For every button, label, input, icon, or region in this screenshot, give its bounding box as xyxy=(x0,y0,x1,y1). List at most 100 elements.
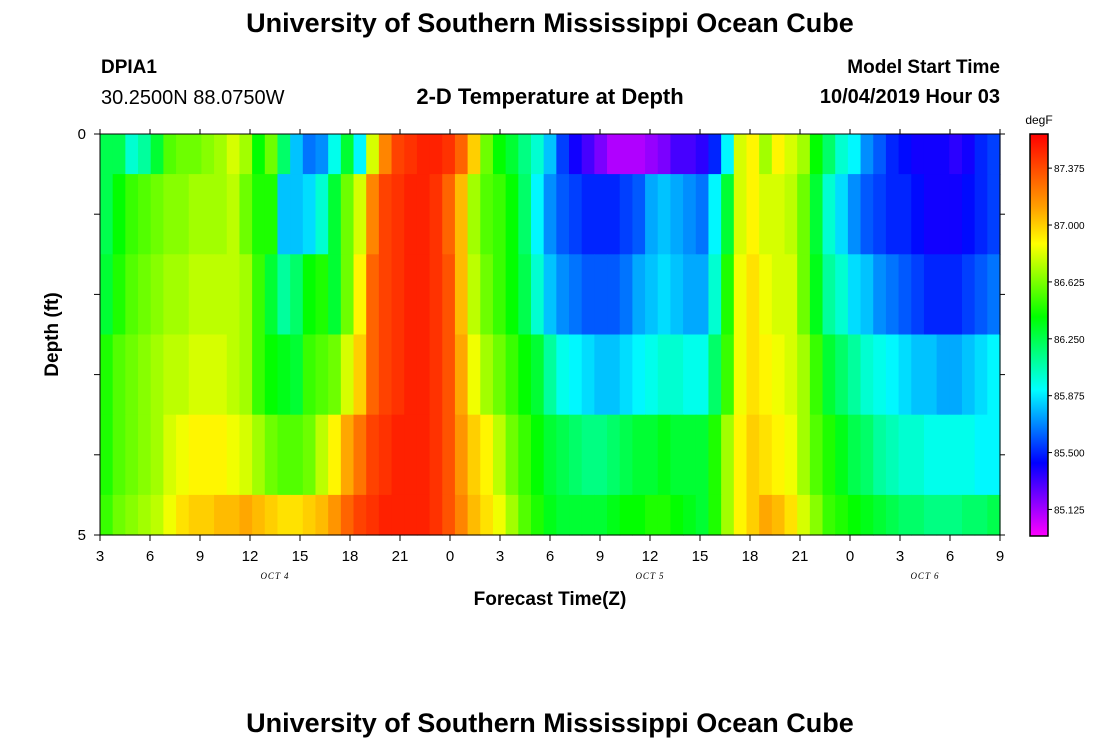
heatmap-cell xyxy=(530,174,545,255)
heatmap-cell xyxy=(898,134,912,175)
heatmap-cell xyxy=(733,494,748,536)
heatmap-cell xyxy=(378,134,393,175)
heatmap-cell xyxy=(302,134,317,175)
heatmap-cell xyxy=(873,134,887,175)
heatmap-cell xyxy=(746,494,760,536)
heatmap-cell xyxy=(125,414,139,496)
heatmap-cell xyxy=(353,494,367,536)
heatmap-cell xyxy=(581,134,595,175)
heatmap-cell xyxy=(619,134,633,175)
heatmap-cell xyxy=(290,134,304,175)
heatmap-cell xyxy=(898,414,912,496)
heatmap-cell xyxy=(784,334,798,416)
heatmap-cell xyxy=(138,414,152,496)
heatmap-cell xyxy=(987,414,1001,496)
heatmap-cell xyxy=(556,134,570,175)
heatmap-cell xyxy=(987,174,1001,255)
heatmap-cell xyxy=(721,334,735,416)
heatmap-cell xyxy=(429,134,443,175)
heatmap-cell xyxy=(809,134,824,175)
heatmap-cell xyxy=(581,254,595,336)
heatmap-cell xyxy=(607,494,621,536)
heatmap-cell xyxy=(290,494,304,536)
heatmap-cell xyxy=(340,414,355,496)
heatmap-cell xyxy=(302,174,317,255)
x-tick-label: 0 xyxy=(446,548,454,565)
heatmap-cell xyxy=(632,254,646,336)
heatmap-cell xyxy=(201,494,215,536)
heatmap-cell xyxy=(201,254,215,336)
heatmap-cell xyxy=(873,174,887,255)
heatmap-cell xyxy=(733,334,748,416)
heatmap-cell xyxy=(100,134,114,175)
heatmap-cell xyxy=(543,134,557,175)
heatmap-cell xyxy=(949,414,963,496)
heatmap-cell xyxy=(822,494,836,536)
heatmap-cell xyxy=(353,134,367,175)
heatmap-cell xyxy=(264,494,279,536)
heatmap-cell xyxy=(860,494,874,536)
y-axis: 05 xyxy=(78,126,1005,544)
heatmap-cell xyxy=(492,334,507,416)
heatmap-cell xyxy=(923,414,938,496)
heatmap-cell xyxy=(112,174,126,255)
heatmap-cell xyxy=(784,134,798,175)
heatmap-cell xyxy=(835,174,849,255)
heatmap-cell xyxy=(885,334,900,416)
heatmap-cell xyxy=(163,254,177,336)
heatmap-cell xyxy=(214,174,228,255)
heatmap-cell xyxy=(885,134,900,175)
heatmap-cell xyxy=(695,134,710,175)
heatmap-cell xyxy=(404,334,418,416)
heatmap-cell xyxy=(759,334,773,416)
heatmap-cell xyxy=(847,334,862,416)
heatmap-cell xyxy=(784,414,798,496)
colorbar-unit: degF xyxy=(1025,113,1052,127)
heatmap-cell xyxy=(543,414,557,496)
colorbar-label: 87.375 xyxy=(1054,164,1085,175)
heatmap-cell xyxy=(708,174,722,255)
heatmap-cell xyxy=(214,134,228,175)
heatmap-cell xyxy=(378,254,393,336)
heatmap-cell xyxy=(771,254,786,336)
heatmap-cell xyxy=(378,414,393,496)
heatmap-cell xyxy=(746,134,760,175)
heatmap-cell xyxy=(530,334,545,416)
heatmap-cell xyxy=(100,334,114,416)
heatmap-cell xyxy=(454,334,469,416)
heatmap-cell xyxy=(239,334,253,416)
heatmap-cell xyxy=(898,334,912,416)
heatmap-cell xyxy=(340,174,355,255)
heatmap-cell xyxy=(822,134,836,175)
heatmap-cell xyxy=(721,494,735,536)
heatmap-cell xyxy=(340,254,355,336)
heatmap-cell xyxy=(885,494,900,536)
date-label: OCT 6 xyxy=(910,571,939,581)
heatmap-cell xyxy=(125,174,139,255)
heatmap-cell xyxy=(150,494,164,536)
heatmap-cell xyxy=(328,494,342,536)
heatmap-cell xyxy=(733,414,748,496)
heatmap-cell xyxy=(391,334,405,416)
x-tick-label: 9 xyxy=(596,548,604,565)
heatmap-cell xyxy=(923,494,938,536)
heatmap-cell xyxy=(315,494,329,536)
heatmap-cell xyxy=(873,494,887,536)
heatmap-cell xyxy=(670,414,684,496)
heatmap-cell xyxy=(404,254,418,336)
heatmap-cell xyxy=(847,254,862,336)
heatmap-cell xyxy=(619,334,633,416)
heatmap-cell xyxy=(480,334,494,416)
heatmap-cell xyxy=(873,254,887,336)
heatmap-cell xyxy=(835,414,849,496)
station-id: DPIA1 xyxy=(101,57,157,78)
heatmap-cell xyxy=(961,494,976,536)
heatmap-cell xyxy=(911,134,925,175)
heatmap-cell xyxy=(239,414,253,496)
heatmap-cell xyxy=(138,254,152,336)
heatmap-cell xyxy=(492,134,507,175)
heatmap-cell xyxy=(683,494,697,536)
x-tick-label: 15 xyxy=(692,548,709,565)
heatmap-cell xyxy=(480,134,494,175)
